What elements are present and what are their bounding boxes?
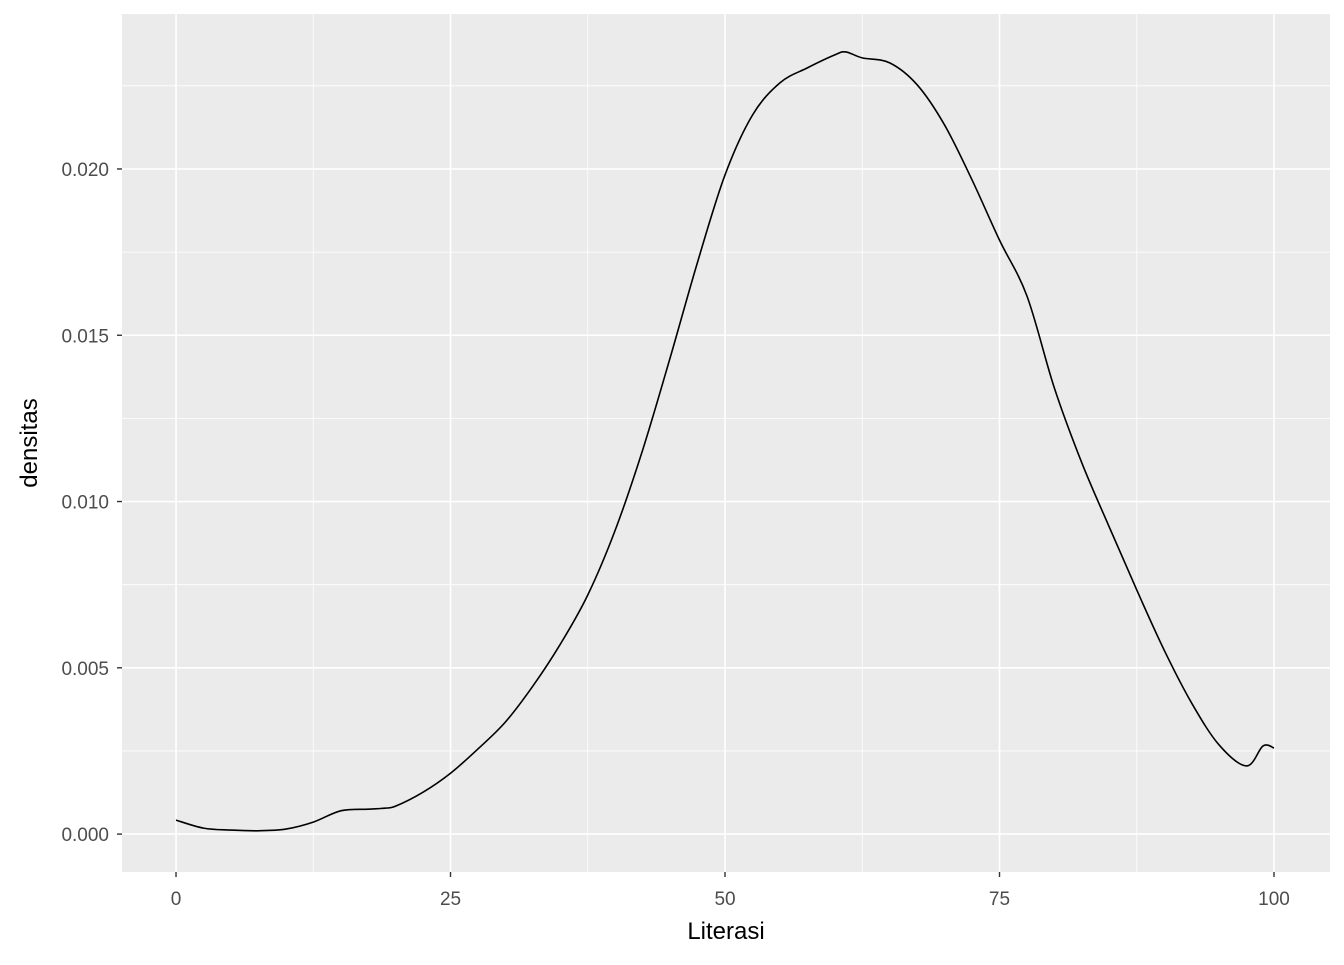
x-axis-label: Literasi	[687, 918, 764, 945]
x-axis: 0 25 50 75 100	[171, 872, 1290, 910]
panel-background	[122, 14, 1330, 872]
y-tick-label: 0.020	[61, 160, 109, 181]
density-line	[175, 50, 1275, 832]
minor-gridlines	[122, 14, 1330, 872]
y-axis-label: densitas	[16, 398, 43, 487]
major-gridlines	[122, 14, 1330, 872]
y-tick-label: 0.000	[61, 825, 109, 846]
y-axis: 0.000 0.005 0.010 0.015 0.020	[61, 160, 122, 846]
y-tick-label: 0.010	[61, 493, 109, 514]
x-tick-label: 100	[1258, 889, 1290, 910]
y-tick-label: 0.015	[61, 326, 109, 347]
x-tick-label: 25	[440, 889, 461, 910]
y-tick-label: 0.005	[61, 659, 109, 680]
x-tick-label: 75	[989, 889, 1010, 910]
x-tick-label: 50	[714, 889, 735, 910]
x-tick-label: 0	[171, 889, 182, 910]
